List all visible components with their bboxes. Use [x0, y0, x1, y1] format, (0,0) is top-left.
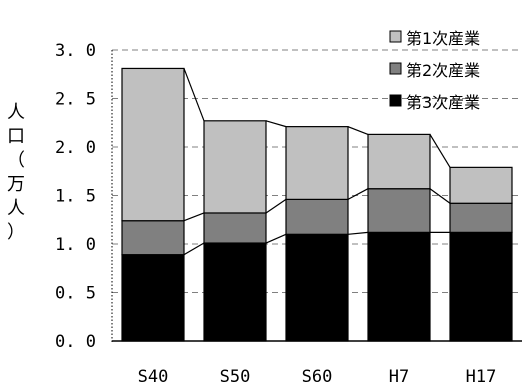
legend-label: 第3次産業	[406, 93, 480, 112]
x-tick-label: S50	[220, 367, 251, 387]
connector-line	[183, 68, 205, 122]
connector-line	[183, 242, 205, 256]
bar-segment	[285, 233, 349, 342]
connector-line	[347, 126, 369, 135]
bar-segment	[449, 202, 513, 233]
bar-segment	[285, 198, 349, 235]
connector-line	[429, 134, 451, 168]
bar-segment	[203, 120, 267, 214]
connector-line	[183, 212, 205, 222]
connector-line	[265, 198, 287, 214]
legend-swatch	[389, 94, 402, 107]
x-tick-labels: S40 S50 S60 H7 H17	[138, 367, 497, 387]
legend-swatch	[389, 30, 402, 43]
bar-segment	[367, 231, 431, 342]
y-tick-label: 0. 0	[55, 332, 96, 352]
y-tick-label: 2. 0	[55, 138, 96, 158]
x-tick-label: H17	[466, 367, 497, 387]
connector-line	[265, 233, 287, 244]
bar-segment	[121, 67, 185, 222]
y-tick-labels: 0. 0 0. 5 1. 0 1. 5 2. 0 2. 5 3. 0	[55, 41, 96, 352]
y-tick-label: 3. 0	[55, 41, 96, 61]
bar-segment	[203, 242, 267, 342]
legend-swatch	[389, 62, 402, 75]
x-tick-label: S40	[138, 367, 169, 387]
connector-line	[265, 120, 287, 128]
bar-segment	[121, 254, 185, 342]
bars	[121, 67, 513, 342]
y-tick-label: 2. 5	[55, 90, 96, 110]
connector-lines	[183, 68, 451, 256]
connector-line	[347, 188, 369, 200]
bar-segment	[367, 188, 431, 233]
bar-segment	[203, 212, 267, 244]
connector-line	[347, 231, 369, 235]
y-tick-label: 1. 5	[55, 187, 96, 207]
legend-label: 第2次産業	[406, 61, 480, 80]
x-tick-label: H7	[389, 367, 409, 387]
y-tick-label: 0. 5	[55, 284, 96, 304]
bar-segment	[449, 166, 513, 204]
bar-segment	[285, 126, 349, 200]
connector-line	[429, 188, 451, 204]
bar-segment	[121, 220, 185, 256]
y-tick-label: 1. 0	[55, 235, 96, 255]
legend-label: 第1次産業	[406, 29, 480, 48]
bar-segment	[367, 133, 431, 190]
y-axis-label: 人口（万人）	[7, 102, 25, 243]
x-tick-label: S60	[302, 367, 333, 387]
bar-segment	[449, 231, 513, 342]
